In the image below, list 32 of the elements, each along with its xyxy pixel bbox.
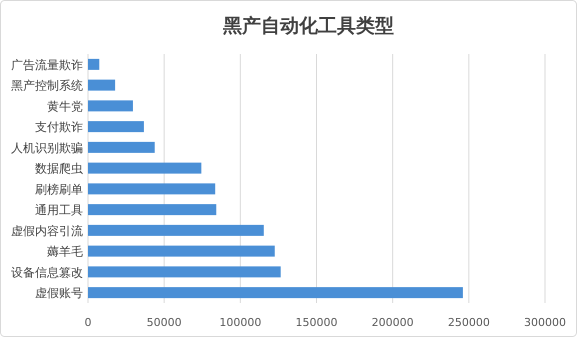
bar [88, 224, 264, 236]
y-tick-label: 人机识别欺骗 [11, 140, 83, 155]
bar [88, 287, 463, 298]
y-tick-label: 刷榜刷单 [35, 182, 83, 196]
bar [88, 162, 202, 174]
y-tick-label: 数据爬虫 [35, 162, 83, 176]
x-tick-label: 50000 [146, 316, 182, 329]
y-tick-label: 虚假内容引流 [11, 224, 83, 238]
bar [88, 183, 216, 194]
x-tick-label: 200000 [372, 316, 414, 329]
y-tick-label: 广告流量欺诈 [11, 58, 83, 72]
x-tick-label: 0 [84, 316, 92, 329]
y-tick-label: 通用工具 [35, 203, 83, 218]
y-tick-label: 黑产控制系统 [11, 78, 83, 93]
x-tick-label: 250000 [448, 316, 490, 329]
y-tick-label: 虚假账号 [35, 286, 83, 300]
bar [88, 142, 155, 153]
y-tick-label: 薅羊毛 [47, 244, 83, 259]
bar [88, 266, 281, 278]
bar [88, 80, 116, 91]
x-tick-label: 150000 [296, 316, 338, 329]
y-tick-label: 支付欺诈 [35, 120, 83, 134]
bar [88, 100, 133, 112]
bar [88, 246, 275, 257]
bar [88, 58, 100, 70]
x-tick-label: 100000 [219, 316, 262, 329]
y-tick-label: 黄牛党 [47, 99, 83, 114]
bar [88, 121, 144, 132]
y-tick-label: 设备信息篡改 [11, 265, 83, 280]
x-tick-label: 300000 [524, 316, 566, 329]
bar [88, 204, 216, 216]
chart-title: 黑产自动化工具类型 [222, 15, 394, 37]
